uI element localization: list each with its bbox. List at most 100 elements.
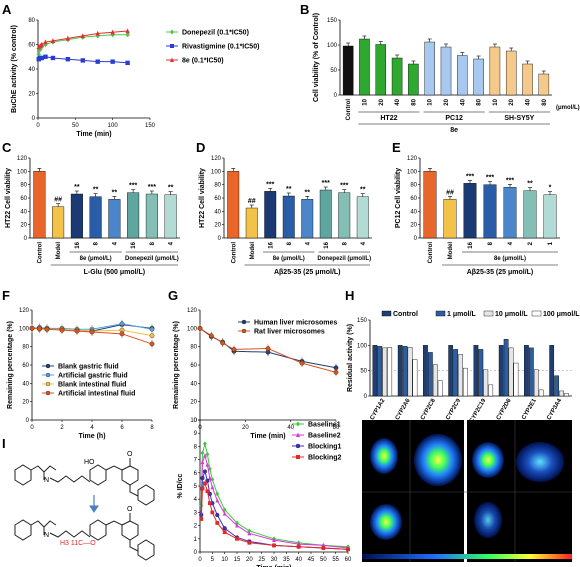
category-label: CYP2C9 (445, 397, 462, 421)
data-point (50, 38, 56, 44)
benzene-ring-top-left (14, 464, 32, 486)
legend-label: Rat liver microsomes (254, 329, 325, 336)
category-label: 80 (411, 98, 417, 105)
hydroxy-label: HO (84, 459, 95, 466)
data-point (80, 58, 85, 63)
x-tick-label: 40 (287, 425, 294, 431)
bar (473, 58, 484, 96)
y-tick-label: 7 (194, 458, 198, 464)
y-tick-label: 150 (327, 18, 338, 24)
legend-label: Baseline2 (308, 433, 341, 440)
y-tick-label: 100 (17, 169, 28, 175)
y-tick-label: 40 (22, 381, 29, 387)
y-tick-label: 0 (364, 394, 368, 400)
bar (523, 190, 537, 239)
bar (387, 347, 393, 397)
y-tick-label: 1 (194, 537, 198, 543)
bar (423, 171, 437, 239)
category-label: CYP2E1 (521, 397, 538, 421)
category-label: 16 (131, 241, 137, 248)
bar (549, 345, 555, 397)
y-tick-label: 150 (357, 318, 368, 324)
data-point (170, 44, 174, 48)
data-point (207, 501, 212, 506)
data-point (222, 530, 227, 535)
group-label: Donepezil (μmol/L) (317, 256, 371, 262)
category-label: 2 (528, 241, 534, 245)
x-axis-title: Time (h) (78, 433, 105, 440)
legend: Donepezil (0.1*IC50) Rivastigmine (0.1*IC… (166, 29, 259, 65)
bar-group: 80 (538, 70, 550, 106)
data-point (296, 455, 300, 459)
legend-label: 1 μmol/L (447, 311, 477, 318)
bar (483, 369, 489, 397)
data-point (202, 469, 208, 474)
y-axis-title: Residual activity (%) (347, 324, 354, 392)
legend-label: Rivastigmine (0.1*IC50) (182, 44, 259, 51)
y-tick-label: 6 (194, 471, 198, 477)
y-tick-label: 100 (187, 326, 198, 332)
y-axis-title: % ID/cc (177, 473, 184, 498)
y-axis-title: Remaining percentage (%) (7, 321, 14, 409)
bar (463, 183, 477, 239)
significance-label: ## (54, 197, 62, 204)
group-label: 8e (μmol/L) (80, 256, 112, 262)
bar (245, 207, 258, 239)
unit-label: (μmol/L) (556, 105, 580, 111)
bar (282, 195, 295, 239)
data-point (272, 543, 276, 548)
category-label: Model (56, 242, 62, 260)
y-tick-label: 80 (22, 345, 29, 351)
bar (145, 193, 158, 239)
bar (524, 345, 529, 397)
significance-label: ** (168, 185, 174, 192)
bar (375, 44, 387, 96)
series-3 (29, 324, 155, 348)
data-point (295, 443, 301, 449)
category-label: 4 (361, 241, 367, 245)
group-label: 8e (μmol/L) (494, 256, 526, 262)
x-tick-label: 0 (30, 425, 34, 431)
data-point (210, 510, 215, 515)
data-point (39, 41, 44, 47)
data-point (265, 346, 271, 351)
category-label: 80 (477, 98, 483, 105)
condition-label: Aβ25-35 (25 μmol/L) (274, 269, 341, 276)
bar (488, 384, 494, 397)
data-point (65, 35, 71, 41)
x-tick-label: 10 (221, 557, 228, 563)
significance-label: *** (340, 183, 348, 190)
y-tick-label: 9 (194, 431, 198, 437)
y-tick-label: 0 (334, 93, 338, 99)
y-tick-label: 100 (327, 43, 338, 49)
bar-group: 80 (473, 55, 484, 106)
data-point (110, 59, 115, 64)
x-tick-label: 50 (72, 123, 79, 129)
bar-group: 10 (424, 38, 435, 106)
data-point (125, 60, 130, 66)
significance-label: *** (466, 173, 474, 180)
x-tick-label: 35 (283, 557, 290, 563)
bar-group: *** 4 (503, 177, 517, 245)
data-point (222, 526, 227, 531)
bar (407, 347, 413, 397)
category-label: 40 (460, 98, 466, 105)
bond-ethyl-bottom (43, 520, 57, 528)
bar (437, 380, 443, 397)
category-label: 10 (493, 98, 499, 105)
x-tick-label: 2 (60, 425, 64, 431)
axes-e: 0 20 40 60 80 100 120 PC12 Cell viability Contro… (395, 156, 560, 276)
data-point (321, 546, 326, 550)
group-label: SH-SY5Y (504, 115, 534, 122)
y-tick-label: 0 (194, 418, 198, 424)
data-point (39, 55, 44, 61)
category-label: CYP3A4 (546, 397, 563, 421)
bar-group: 10 (359, 35, 370, 106)
x-tick-label: 5 (211, 557, 215, 563)
data-point (170, 29, 174, 35)
legend-label: 100 μmol/L (543, 311, 580, 318)
legend: Baseline1 Baseline2 Blocking1 Blocking2 (292, 421, 342, 462)
bar (127, 192, 140, 239)
